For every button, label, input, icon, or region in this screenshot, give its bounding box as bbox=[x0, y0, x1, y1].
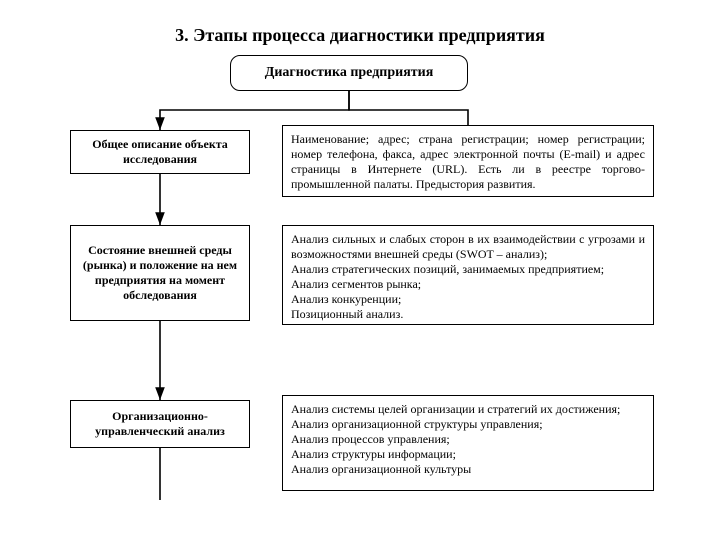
node-1-label: Общее описание объекта исследования bbox=[77, 137, 243, 167]
node-3-label: Организационно-управленческий анализ bbox=[77, 409, 243, 439]
desc-3-text: Анализ системы целей организации и страт… bbox=[291, 402, 620, 476]
desc-2-text: Анализ сильных и слабых сторон в их взаи… bbox=[291, 232, 645, 321]
node-2: Состояние внешней среды (рынка) и положе… bbox=[70, 225, 250, 321]
node-top-label: Диагностика предприятия bbox=[265, 64, 434, 82]
node-3: Организационно-управленческий анализ bbox=[70, 400, 250, 448]
desc-1: Наименование; адрес; страна регистрации;… bbox=[282, 125, 654, 197]
desc-3: Анализ системы целей организации и страт… bbox=[282, 395, 654, 491]
node-1: Общее описание объекта исследования bbox=[70, 130, 250, 174]
desc-1-text: Наименование; адрес; страна регистрации;… bbox=[291, 132, 645, 191]
node-top: Диагностика предприятия bbox=[230, 55, 468, 91]
desc-2: Анализ сильных и слабых сторон в их взаи… bbox=[282, 225, 654, 325]
page-title: 3. Этапы процесса диагностики предприяти… bbox=[0, 25, 720, 46]
node-2-label: Состояние внешней среды (рынка) и положе… bbox=[77, 243, 243, 303]
